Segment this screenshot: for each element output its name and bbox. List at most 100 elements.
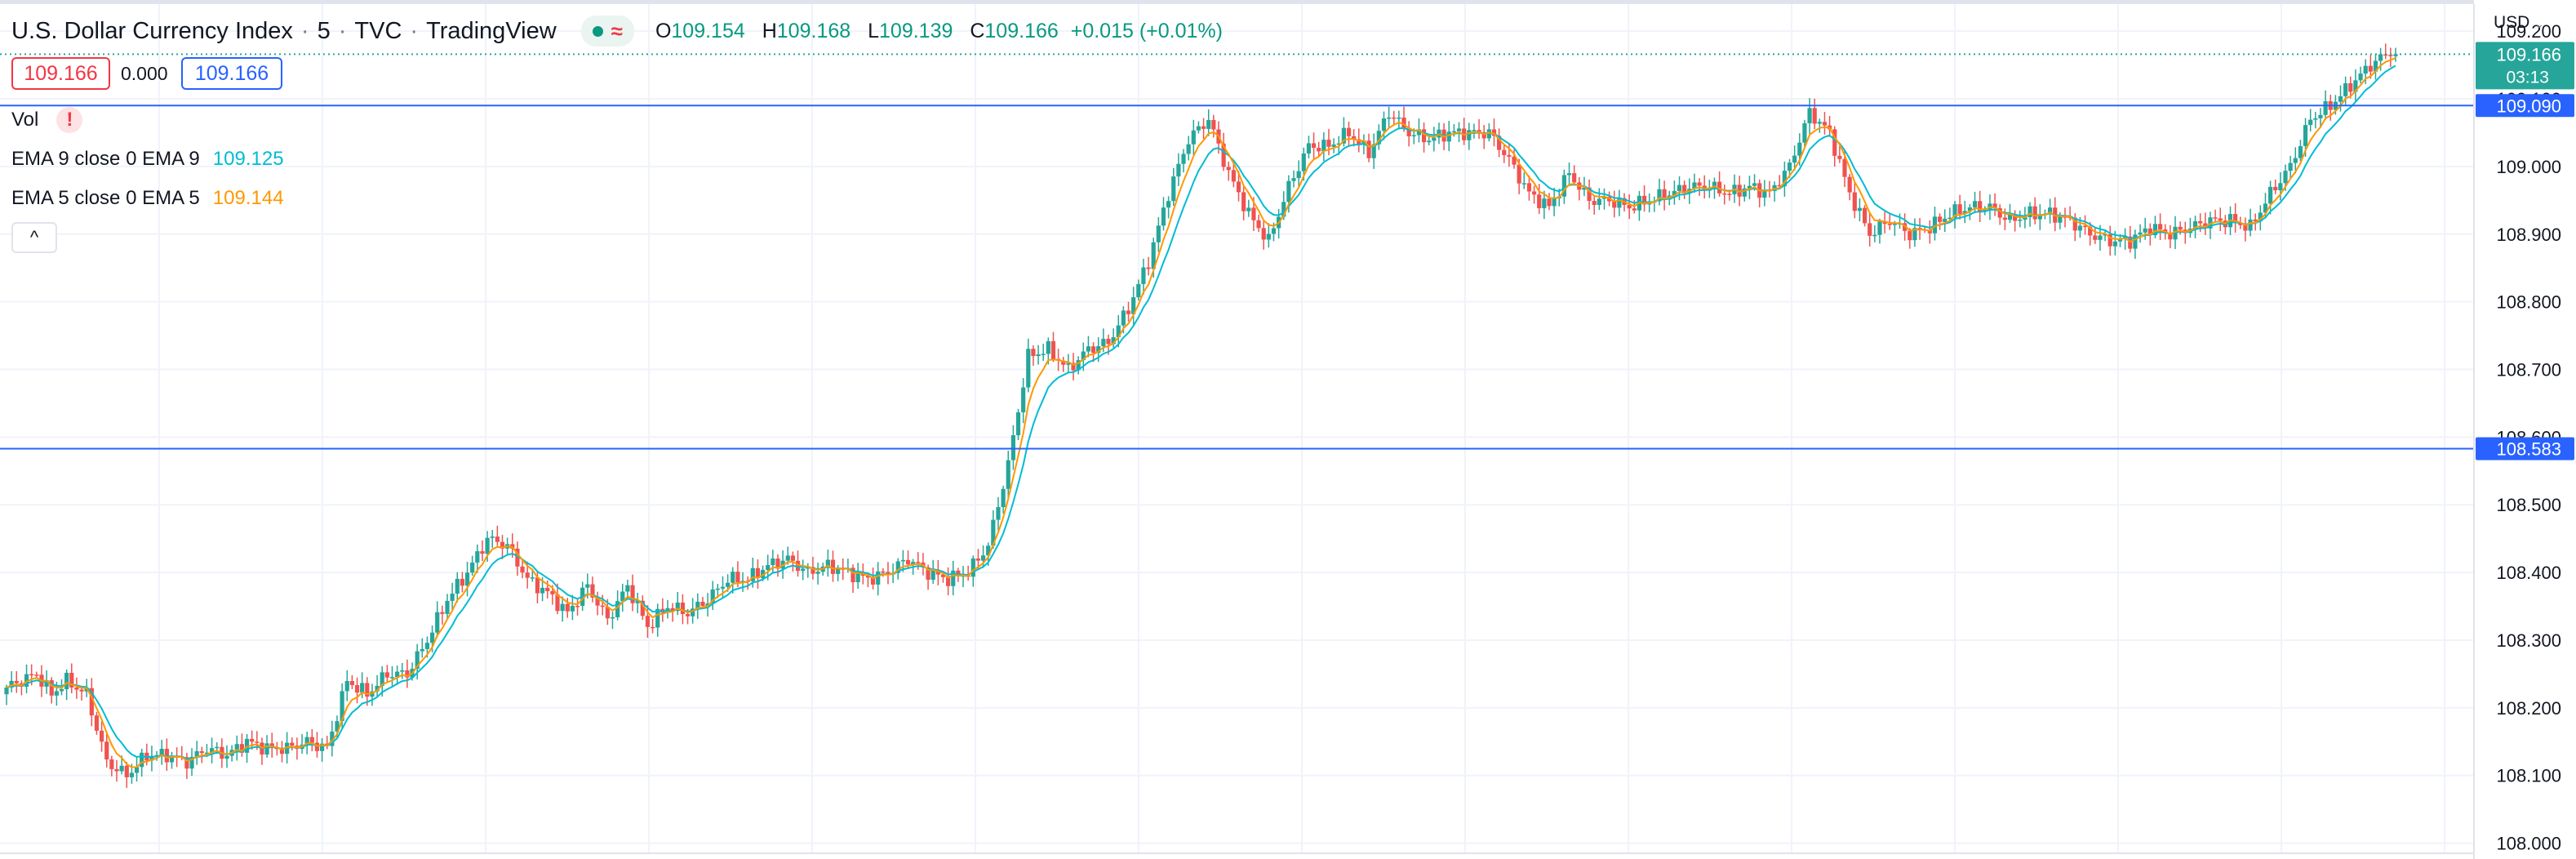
candle-body [99, 730, 104, 742]
candle-body [2072, 217, 2077, 231]
candle-body [2032, 206, 2037, 220]
candle-body [1972, 201, 1978, 208]
candle-body [2358, 73, 2363, 81]
candle-body [740, 581, 745, 583]
candle-body [365, 683, 370, 697]
candle-body [2318, 114, 2323, 118]
candle-body [645, 616, 651, 627]
candle-body [215, 746, 220, 749]
ema5-legend[interactable]: EMA 5 close 0 EMA 5 109.144 [11, 185, 284, 212]
candle-body [670, 608, 675, 612]
sell-price-button[interactable]: 109.166 [11, 57, 110, 90]
price-tick-label: 108.800 [2496, 292, 2561, 313]
candle-body [500, 541, 505, 549]
chevron-down-icon: ⌄ [2534, 17, 2544, 30]
candle-body [691, 608, 695, 616]
candle-body [2348, 82, 2353, 92]
candle-body [1592, 201, 1597, 206]
candle-body [1041, 354, 1046, 355]
candle-body [1321, 140, 1326, 152]
candle-body [2263, 203, 2268, 213]
candle-body [405, 670, 410, 678]
candle-body [445, 600, 450, 614]
data-delay-icon: ≈ [611, 18, 623, 43]
candle-body [700, 601, 705, 607]
candle-body [1842, 158, 1847, 177]
candle-body [1211, 119, 1216, 130]
candle-body [1256, 220, 1261, 229]
candle-body [731, 572, 735, 583]
candle-body [2147, 228, 2152, 235]
candle-body [1311, 143, 1317, 149]
candle-body [2338, 96, 2343, 102]
low-value: 109.139 [879, 19, 953, 42]
candle-body [1997, 207, 2002, 218]
candle-body [1086, 346, 1091, 352]
ema9-legend[interactable]: EMA 9 close 0 EMA 9 109.125 [11, 145, 284, 173]
candle-body [1697, 182, 1702, 186]
candle-body [2098, 235, 2103, 240]
candle-body [590, 584, 595, 598]
candle-body [1251, 207, 1256, 220]
candle-body [1266, 234, 1271, 240]
candle-body [1241, 192, 1246, 211]
candle-body [655, 608, 660, 628]
candle-body [2343, 82, 2348, 96]
symbol-title[interactable]: U.S. Dollar Currency Index [11, 17, 293, 44]
candle-body [1903, 223, 1908, 231]
candle-body [1566, 173, 1572, 176]
candle-body [2233, 214, 2238, 223]
candle-body [1021, 387, 1026, 412]
candle-body [2243, 225, 2248, 231]
candle-body [1662, 189, 1667, 200]
candle-body [264, 743, 269, 755]
candle-body [1862, 207, 1868, 224]
candle-body [1036, 354, 1041, 357]
ema-lines [6, 57, 2396, 768]
top-border [0, 0, 2576, 4]
candle-body [1472, 130, 1477, 131]
candle-body [975, 558, 981, 561]
candle-body [570, 605, 575, 612]
candle-body [79, 689, 84, 692]
candle-body [344, 681, 349, 692]
candle-body [560, 603, 565, 612]
market-status-badge[interactable]: ≈ [580, 16, 634, 47]
candle-body [319, 743, 325, 751]
candle-body [480, 551, 485, 554]
candle-body [1271, 228, 1277, 234]
candle-body [2013, 214, 2018, 221]
candle-body [996, 507, 1001, 520]
candle-body [755, 567, 761, 579]
interval-label[interactable]: 5 [317, 17, 331, 44]
warning-icon[interactable]: ! [56, 107, 83, 133]
candle-body [520, 566, 525, 573]
candle-body [1131, 297, 1136, 314]
candle-body [1336, 143, 1341, 145]
currency-selector[interactable]: USD ⌄ [2494, 13, 2544, 33]
volume-legend[interactable]: Vol ! [11, 106, 83, 134]
candle-body [1381, 118, 1387, 131]
candle-body [1547, 198, 1552, 207]
price-tick-label: 108.400 [2496, 563, 2561, 583]
candle-body [881, 571, 886, 573]
currency-label: USD [2494, 13, 2530, 32]
candle-body [420, 648, 424, 652]
candle-body [1376, 131, 1381, 145]
collapse-legend-button[interactable]: ^ [11, 222, 57, 253]
candle-body [485, 537, 490, 554]
candle-body [605, 607, 610, 619]
candle-body [1156, 225, 1161, 243]
candle-body [1872, 234, 1877, 237]
candle-body [1050, 340, 1056, 359]
candle-body [2168, 233, 2173, 240]
candle-body [1286, 180, 1291, 203]
candle-body [785, 555, 790, 561]
candle-body [2293, 158, 2298, 163]
buy-price-button[interactable]: 109.166 [181, 57, 282, 90]
candle-body [1777, 185, 1782, 187]
open-value: 109.154 [671, 19, 745, 42]
candle-body [1717, 181, 1722, 194]
candle-body [640, 600, 645, 616]
